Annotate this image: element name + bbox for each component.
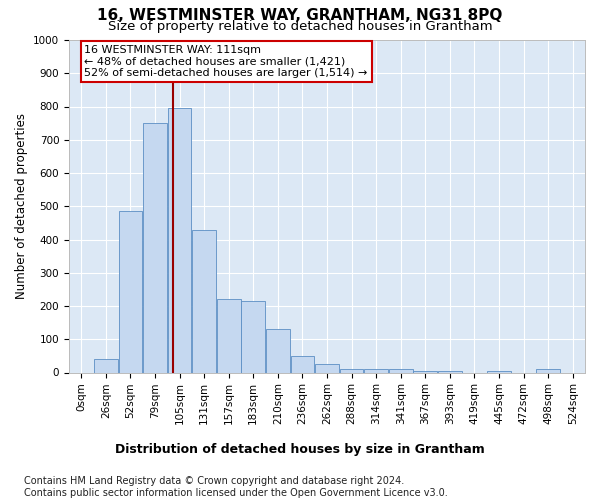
Bar — [389, 369, 413, 372]
Y-axis label: Number of detached properties: Number of detached properties — [14, 114, 28, 299]
Bar — [192, 230, 216, 372]
Bar — [143, 123, 167, 372]
Bar — [119, 211, 142, 372]
Bar — [217, 300, 241, 372]
Text: Contains HM Land Registry data © Crown copyright and database right 2024.
Contai: Contains HM Land Registry data © Crown c… — [24, 476, 448, 498]
Bar — [487, 371, 511, 372]
Text: 16, WESTMINSTER WAY, GRANTHAM, NG31 8PQ: 16, WESTMINSTER WAY, GRANTHAM, NG31 8PQ — [97, 8, 503, 22]
Bar — [536, 369, 560, 372]
Bar — [364, 369, 388, 372]
Text: 16 WESTMINSTER WAY: 111sqm
← 48% of detached houses are smaller (1,421)
52% of s: 16 WESTMINSTER WAY: 111sqm ← 48% of deta… — [85, 45, 368, 78]
Text: Size of property relative to detached houses in Grantham: Size of property relative to detached ho… — [107, 20, 493, 33]
Bar — [438, 371, 462, 372]
Bar — [94, 359, 118, 372]
Bar — [290, 356, 314, 372]
Bar — [413, 371, 437, 372]
Bar — [340, 368, 364, 372]
Bar — [167, 108, 191, 372]
Bar — [266, 330, 290, 372]
Bar — [315, 364, 339, 372]
Bar — [241, 301, 265, 372]
Text: Distribution of detached houses by size in Grantham: Distribution of detached houses by size … — [115, 442, 485, 456]
